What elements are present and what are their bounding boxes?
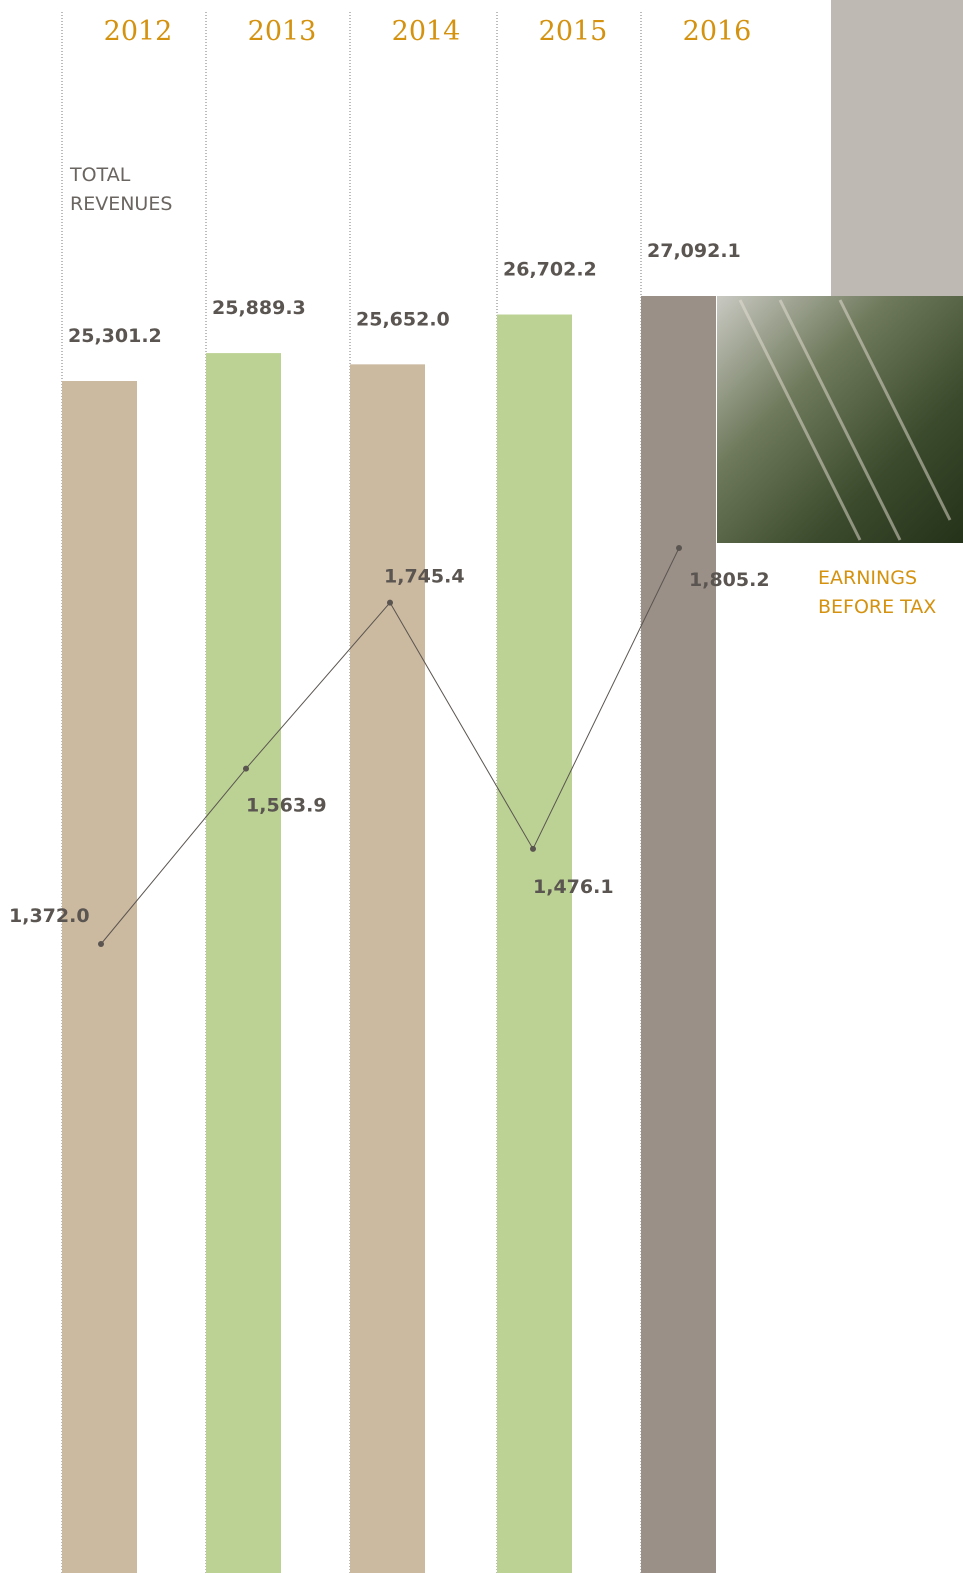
- year-label: 2013: [248, 16, 317, 47]
- value-label: 25,301.2: [68, 325, 162, 347]
- value-label: 1,745.4: [384, 566, 465, 588]
- value-label: 25,652.0: [356, 308, 450, 330]
- value-label: 1,476.1: [533, 876, 614, 898]
- year-label: 2016: [683, 16, 752, 47]
- value-label: 1,805.2: [689, 569, 770, 591]
- year-label: 2012: [104, 16, 173, 47]
- value-label: 26,702.2: [503, 259, 597, 281]
- line-point: [387, 599, 393, 606]
- series-name: EARNINGS BEFORE TAX: [818, 567, 937, 618]
- bar: [497, 314, 572, 1573]
- bar: [62, 381, 137, 1573]
- line-point: [530, 845, 536, 852]
- line-point: [243, 765, 249, 772]
- line-point: [676, 545, 682, 551]
- bar: [206, 353, 281, 1573]
- value-label: 1,372.0: [9, 905, 90, 927]
- line-point: [98, 941, 104, 947]
- value-label: 25,889.3: [212, 297, 306, 319]
- series-name: TOTAL REVENUES: [70, 164, 173, 215]
- photo-rays: [738, 299, 952, 541]
- year-label: 2015: [539, 16, 608, 47]
- year-label: 2014: [392, 16, 461, 47]
- value-label: 27,092.1: [647, 240, 741, 262]
- decor-block: [831, 0, 963, 296]
- bar: [350, 364, 425, 1573]
- bar: [641, 296, 716, 1573]
- value-label: 1,563.9: [246, 795, 327, 817]
